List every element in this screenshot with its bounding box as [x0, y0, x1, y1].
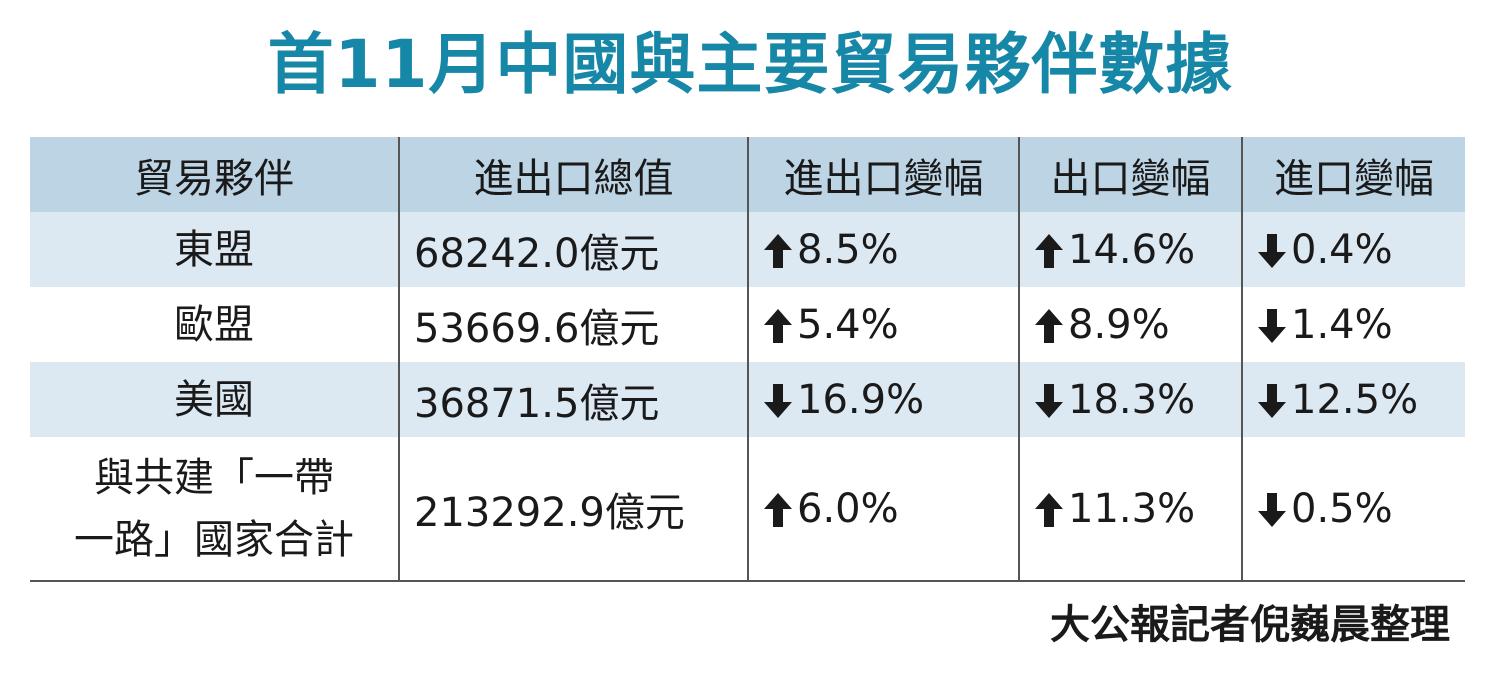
cell-text: 8.9%: [1068, 301, 1170, 348]
arrow-up: [764, 233, 792, 268]
cell-text: 213292.9億元: [414, 489, 685, 536]
cell-line: 東盟: [174, 226, 254, 273]
table-row: 東盟 68242.0億元 8.5% 14.6% 0.4%: [30, 212, 1465, 287]
cell-text: 53669.6億元: [414, 305, 660, 352]
table-cell: 0.5%: [1241, 437, 1465, 580]
arrow-shape: [1258, 383, 1286, 418]
table-cell: 8.9%: [1018, 287, 1241, 362]
table-row: 歐盟 53669.6億元 5.4% 8.9% 1.4%: [30, 287, 1465, 362]
table-cell: 36871.5億元: [398, 362, 747, 437]
cell-line: 與共建「一帶: [94, 454, 334, 501]
cell-text: 68242.0億元: [414, 230, 660, 277]
arrow-shape: [1035, 233, 1063, 268]
cell-text: 12.5%: [1291, 376, 1419, 423]
table-cell: 歐盟: [30, 287, 398, 362]
header-cell: 進口變幅: [1241, 137, 1465, 212]
cell-text: 36871.5億元: [414, 380, 660, 427]
cell-line: 美國: [174, 376, 254, 423]
arrow-shape: [1258, 233, 1286, 268]
cell-text: 16.9%: [797, 376, 925, 423]
cell-text: 0.5%: [1291, 485, 1393, 532]
arrow-down: [1035, 383, 1063, 418]
table-cell: 8.5%: [747, 212, 1018, 287]
table-cell: 美國: [30, 362, 398, 437]
table-cell: 5.4%: [747, 287, 1018, 362]
arrow-up: [1035, 492, 1063, 527]
cell-text: 5.4%: [797, 301, 899, 348]
arrow-down: [1258, 383, 1286, 418]
cell-line: 歐盟: [174, 301, 254, 348]
arrow-shape: [1035, 492, 1063, 527]
arrow-down: [1258, 308, 1286, 343]
arrow-shape: [1035, 383, 1063, 418]
header-cell: 貿易夥伴: [134, 155, 294, 202]
arrow-down: [1258, 492, 1286, 527]
cell-text: 8.5%: [797, 226, 899, 273]
header-row: 貿易夥伴 進出口總值 進出口變幅 出口變幅 進口變幅: [30, 137, 1465, 212]
arrow-shape: [1258, 492, 1286, 527]
table-row: 與共建「一帶 一路」國家合計 213292.9億元 6.0% 11.3% 0.5%: [30, 437, 1465, 580]
table-cell: 12.5%: [1241, 362, 1465, 437]
table-cell: 68242.0億元: [398, 212, 747, 287]
table-cell: 6.0%: [747, 437, 1018, 580]
cell-text: 6.0%: [797, 485, 899, 532]
table-cell: 0.4%: [1241, 212, 1465, 287]
cell-text: 0.4%: [1291, 226, 1393, 273]
table: 貿易夥伴 進出口總值 進出口變幅 出口變幅 進口變幅東盟 68242.0億元 8.5% 14.…: [30, 137, 1465, 582]
table-cell: 1.4%: [1241, 287, 1465, 362]
arrow-shape: [764, 492, 792, 527]
table-cell: 53669.6億元: [398, 287, 747, 362]
cell-text: 18.3%: [1068, 376, 1196, 423]
header-cell: 出口變幅: [1018, 137, 1241, 212]
table-cell: 東盟: [30, 212, 398, 287]
table-cell: 11.3%: [1018, 437, 1241, 580]
arrow-shape: [764, 233, 792, 268]
arrow-down: [764, 383, 792, 418]
arrow-shape: [764, 308, 792, 343]
cell-text: 14.6%: [1068, 226, 1196, 273]
cell-line: 一路」國家合計: [74, 516, 354, 563]
arrow-down: [1258, 233, 1286, 268]
arrow-shape: [1035, 308, 1063, 343]
cell-text: 1.4%: [1291, 301, 1393, 348]
table-cell: 16.9%: [747, 362, 1018, 437]
arrow-up: [1035, 233, 1063, 268]
arrow-shape: [1258, 308, 1286, 343]
header-cell: 進出口總值: [398, 137, 747, 212]
table-cell: 14.6%: [1018, 212, 1241, 287]
title: 首11月中國與主要貿易夥伴數據: [267, 26, 1233, 103]
arrow-up: [1035, 308, 1063, 343]
arrow-shape: [764, 383, 792, 418]
arrow-up: [764, 308, 792, 343]
table-row: 美國 36871.5億元 16.9% 18.3% 12.5%: [30, 362, 1465, 437]
arrow-up: [764, 492, 792, 527]
header-cell: 進出口變幅: [747, 137, 1018, 212]
cell-text: 11.3%: [1068, 485, 1196, 532]
table-cell: 與共建「一帶 一路」國家合計: [30, 437, 398, 580]
table-cell: 18.3%: [1018, 362, 1241, 437]
source: 大公報記者倪巍晨整理: [1050, 602, 1450, 648]
table-cell: 213292.9億元: [398, 437, 747, 580]
